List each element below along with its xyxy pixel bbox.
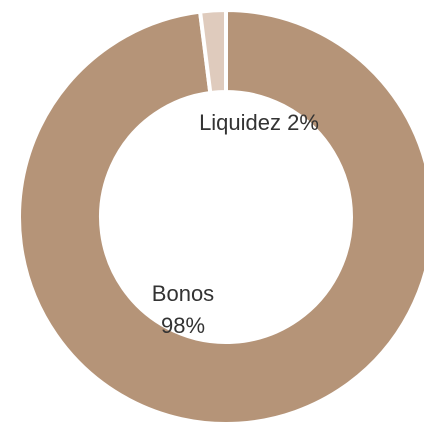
slice-label-bonos-name: Bonos (152, 281, 214, 306)
slice-label-liquidez: Liquidez 2% (199, 110, 319, 135)
slices-layer (17, 7, 424, 424)
slice-label-bonos-value: 98% (161, 313, 205, 338)
slice-liquidez (197, 7, 228, 96)
slice-bonos (17, 7, 424, 424)
